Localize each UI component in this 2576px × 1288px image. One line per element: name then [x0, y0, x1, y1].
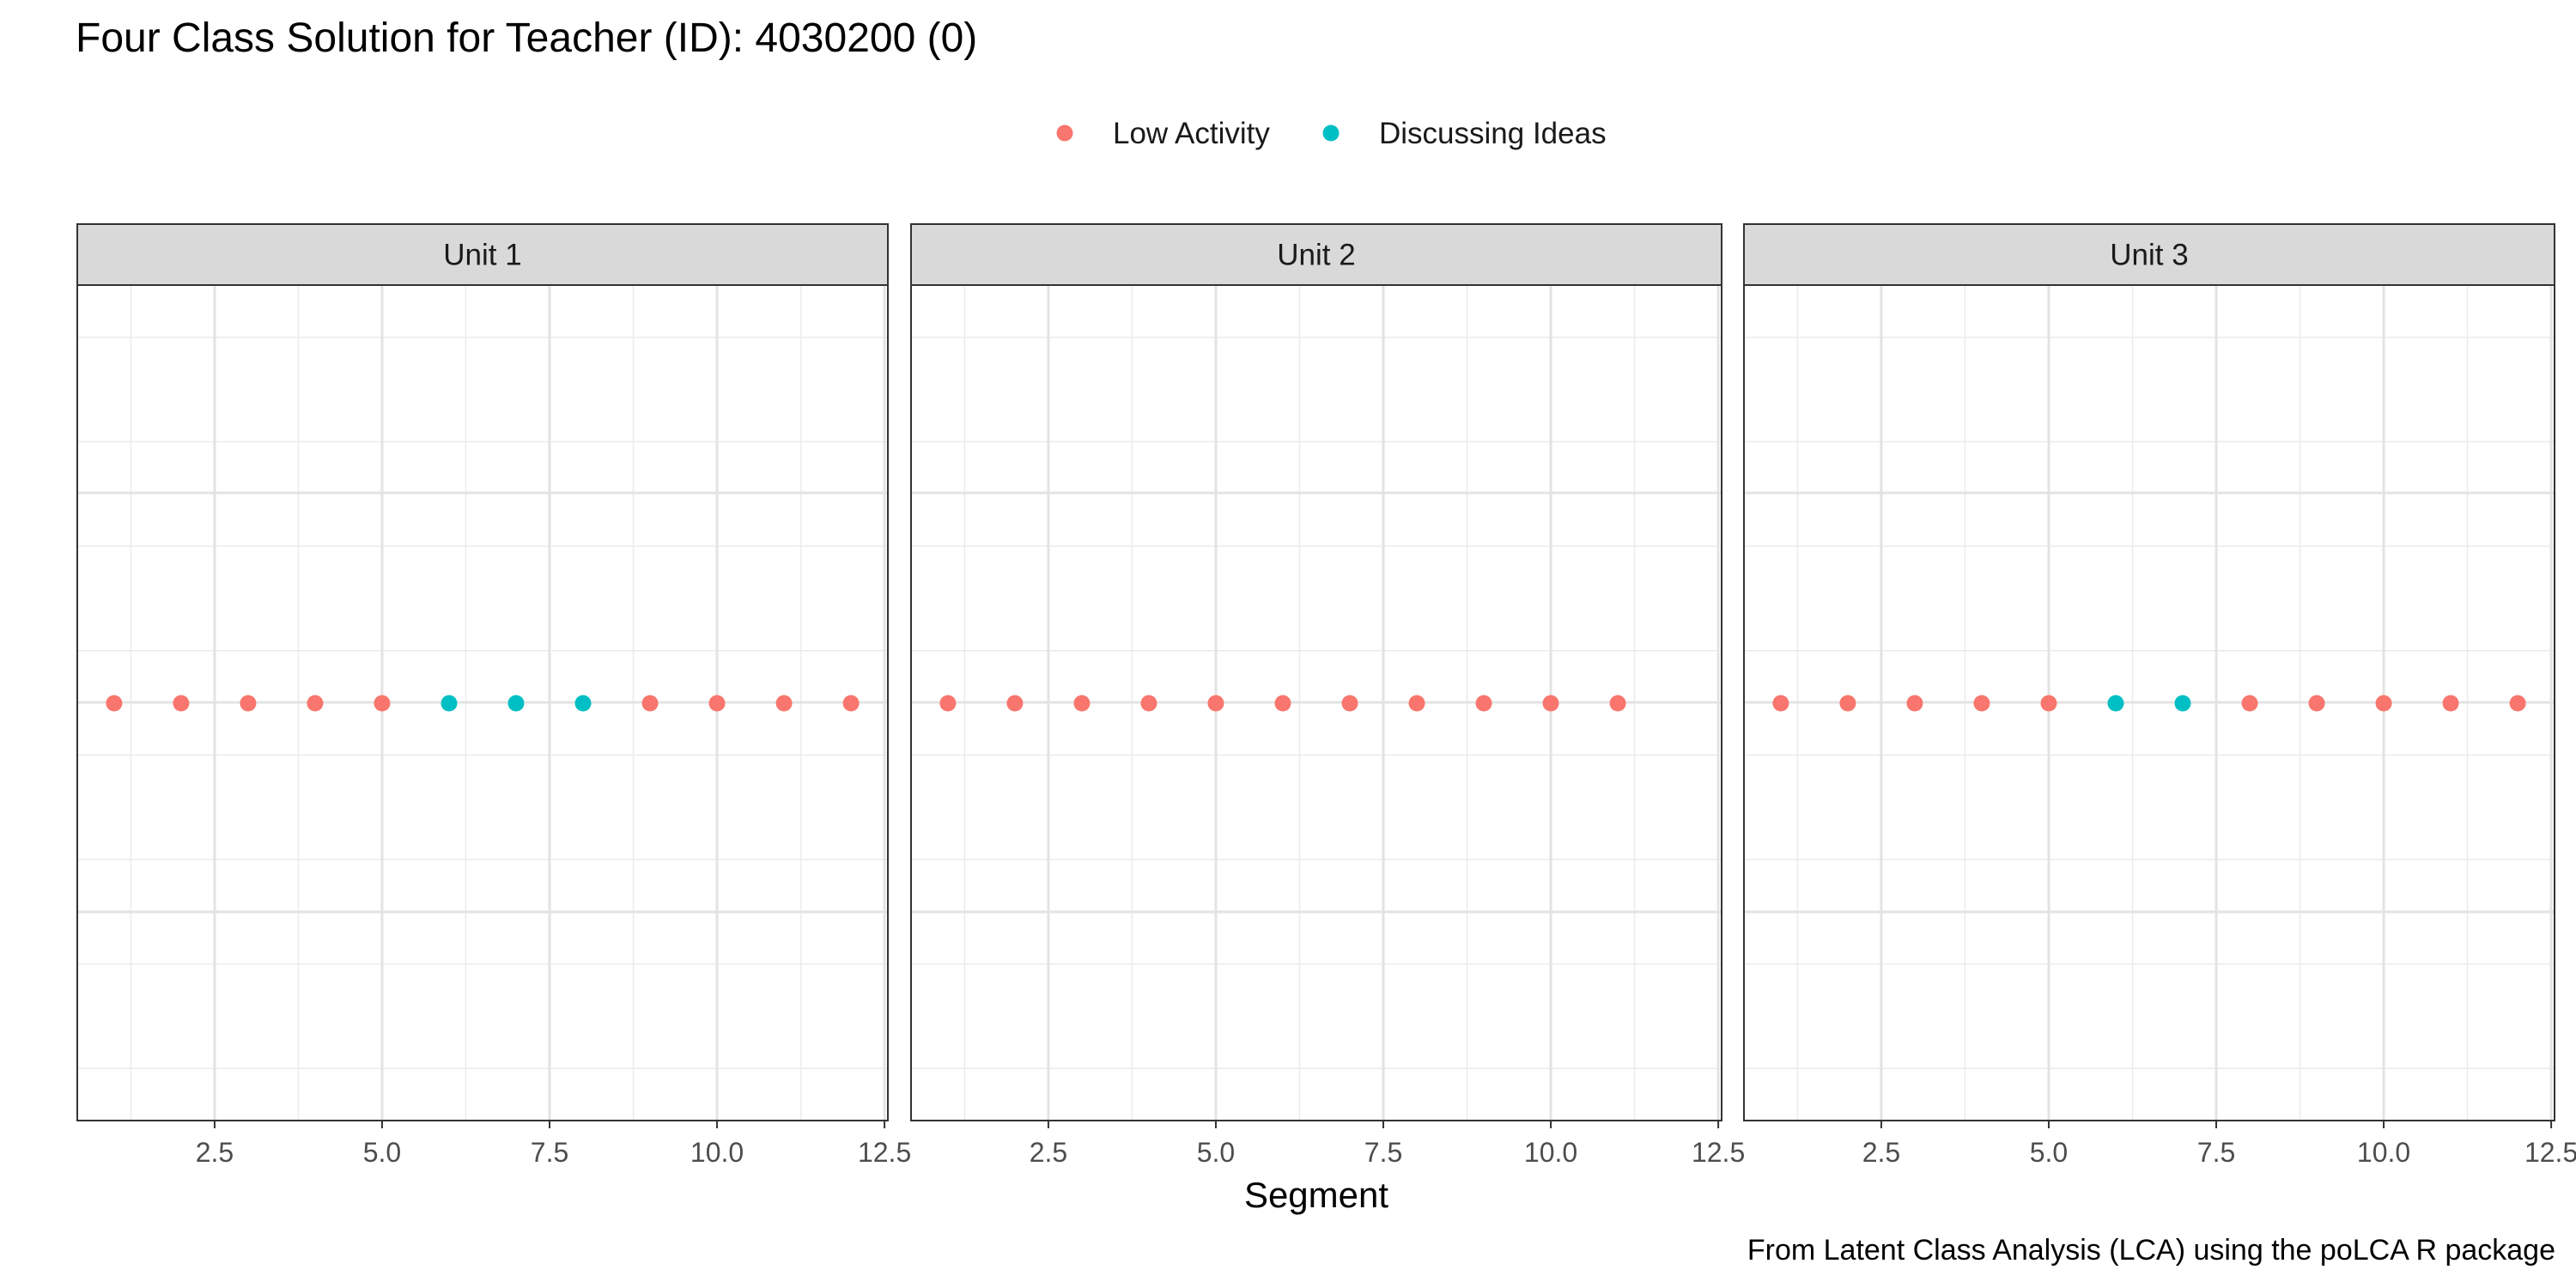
facet-panels: Unit 1 2.5 5.0 7.5 10.0 12.5 Unit 2 2.5 5.0 7.5 10… — [76, 223, 2576, 1168]
legend-label: Low Activity — [1113, 117, 1270, 150]
data-point — [2174, 695, 2191, 712]
facet-strip — [910, 223, 1722, 286]
x-tick-label: 7.5 — [2197, 1137, 2235, 1168]
data-point — [1906, 695, 1923, 712]
data-point — [1341, 695, 1358, 712]
data-point — [1839, 695, 1856, 712]
x-tick-label: 12.5 — [1692, 1137, 1745, 1168]
x-tick-label: 7.5 — [1364, 1137, 1402, 1168]
data-point — [1006, 695, 1024, 712]
data-point — [2375, 695, 2392, 712]
panel-border — [76, 284, 889, 1121]
facet-strip — [1743, 223, 2555, 286]
data-point — [2308, 695, 2325, 712]
panel-border — [1743, 284, 2555, 1121]
legend-label: Discussing Ideas — [1379, 117, 1607, 150]
facet-strip-label: Unit 2 — [1277, 239, 1355, 272]
x-axis-title: Segment — [1244, 1175, 1388, 1215]
legend-swatch — [1056, 125, 1073, 142]
legend: Low Activity Discussing Ideas — [1056, 117, 1607, 150]
data-point — [2107, 695, 2124, 712]
data-point — [1542, 695, 1559, 712]
x-tick-label: 2.5 — [196, 1137, 234, 1168]
x-tick-label: 5.0 — [363, 1137, 401, 1168]
data-point — [1973, 695, 1990, 712]
data-point — [939, 695, 957, 712]
data-point — [1408, 695, 1425, 712]
data-point — [307, 695, 324, 712]
data-point — [1073, 695, 1091, 712]
facet-strip — [76, 223, 889, 286]
x-tick-label: 2.5 — [1030, 1137, 1067, 1168]
data-point — [2040, 695, 2057, 712]
data-point — [106, 695, 123, 712]
x-tick-label: 12.5 — [858, 1137, 911, 1168]
chart-title: Four Class Solution for Teacher (ID): 40… — [76, 15, 977, 61]
data-point — [173, 695, 190, 712]
data-point — [1772, 695, 1789, 712]
data-point — [641, 695, 659, 712]
legend-swatch — [1322, 125, 1340, 142]
legend-item: Discussing Ideas — [1322, 117, 1607, 150]
data-point — [1207, 695, 1224, 712]
data-point — [1140, 695, 1157, 712]
x-tick-label: 10.0 — [1524, 1137, 1577, 1168]
facet-strip-label: Unit 3 — [2110, 239, 2188, 272]
x-tick-label: 5.0 — [2030, 1137, 2068, 1168]
data-point — [1609, 695, 1626, 712]
x-tick-label: 10.0 — [2357, 1137, 2410, 1168]
x-tick-label: 5.0 — [1197, 1137, 1235, 1168]
data-point — [574, 695, 592, 712]
data-point — [507, 695, 525, 712]
legend-item: Low Activity — [1056, 117, 1270, 150]
chart-caption: From Latent Class Analysis (LCA) using t… — [1747, 1234, 2555, 1267]
x-tick-label: 10.0 — [690, 1137, 744, 1168]
data-point — [708, 695, 726, 712]
x-tick-label: 12.5 — [2524, 1137, 2576, 1168]
facet-panel: Unit 3 2.5 5.0 7.5 10.0 12.5 — [1743, 223, 2576, 1168]
data-point — [2241, 695, 2258, 712]
panel-border — [910, 284, 1722, 1121]
facet-panel: Unit 1 2.5 5.0 7.5 10.0 12.5 — [76, 223, 911, 1168]
data-point — [1475, 695, 1492, 712]
x-tick-label: 7.5 — [531, 1137, 568, 1168]
data-point — [775, 695, 793, 712]
facet-panel: Unit 2 2.5 5.0 7.5 10.0 12.5 — [910, 223, 1745, 1168]
data-point — [2509, 695, 2526, 712]
data-point — [2442, 695, 2459, 712]
data-point — [240, 695, 257, 712]
data-point — [440, 695, 458, 712]
data-point — [1274, 695, 1291, 712]
facet-strip-label: Unit 1 — [443, 239, 521, 272]
data-point — [374, 695, 391, 712]
x-tick-label: 2.5 — [1862, 1137, 1900, 1168]
data-point — [842, 695, 860, 712]
